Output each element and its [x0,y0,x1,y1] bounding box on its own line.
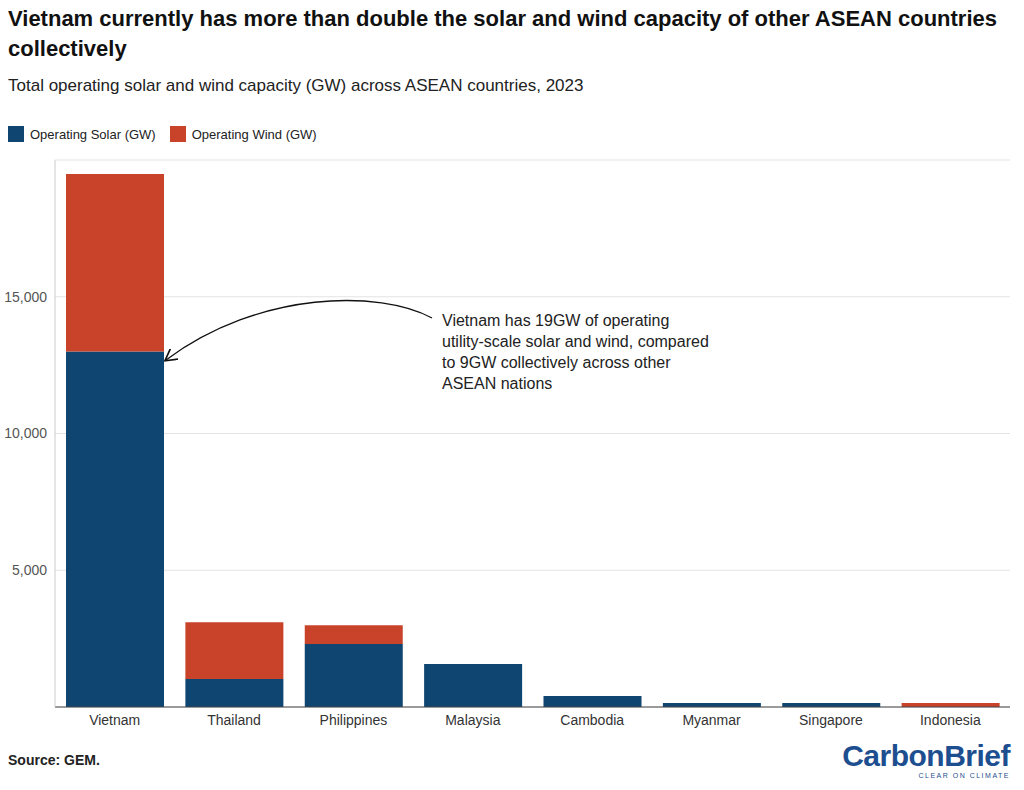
html-text:CarbonBrief: CarbonBrief [842,739,1010,772]
svg-text:Philippines: Philippines [320,712,388,728]
html-text:Vietnam has 19GW of operating: Vietnam has 19GW of operating utility-sc… [442,312,709,392]
html-text:Source: GEM.: Source: GEM. [8,752,100,768]
svg-text:10,000: 10,000 [8,425,47,441]
svg-text:5,000: 5,000 [12,562,47,578]
html-text:Vietnam currently has more tha: Vietnam currently has more than double t… [8,6,997,61]
html-text:Operating Wind (GW): Operating Wind (GW) [191,126,317,142]
svg-text:Thailand: Thailand [207,712,261,728]
html-text:CLEAR ON CLIMATE: CLEAR ON CLIMATE [918,772,1010,779]
svg-text:15,000: 15,000 [8,289,47,305]
svg-text:Malaysia: Malaysia [445,712,500,728]
svg-text:Myanmar: Myanmar [682,712,741,728]
html-text:Total operating solar and wind: Total operating solar and wind capacity … [8,76,584,95]
svg-text:Cambodia: Cambodia [560,712,624,728]
svg-text:Vietnam: Vietnam [89,712,140,728]
html-text:Operating Solar (GW): Operating Solar (GW) [30,126,156,142]
svg-text:Singapore: Singapore [799,712,863,728]
svg-text:Indonesia: Indonesia [920,712,981,728]
